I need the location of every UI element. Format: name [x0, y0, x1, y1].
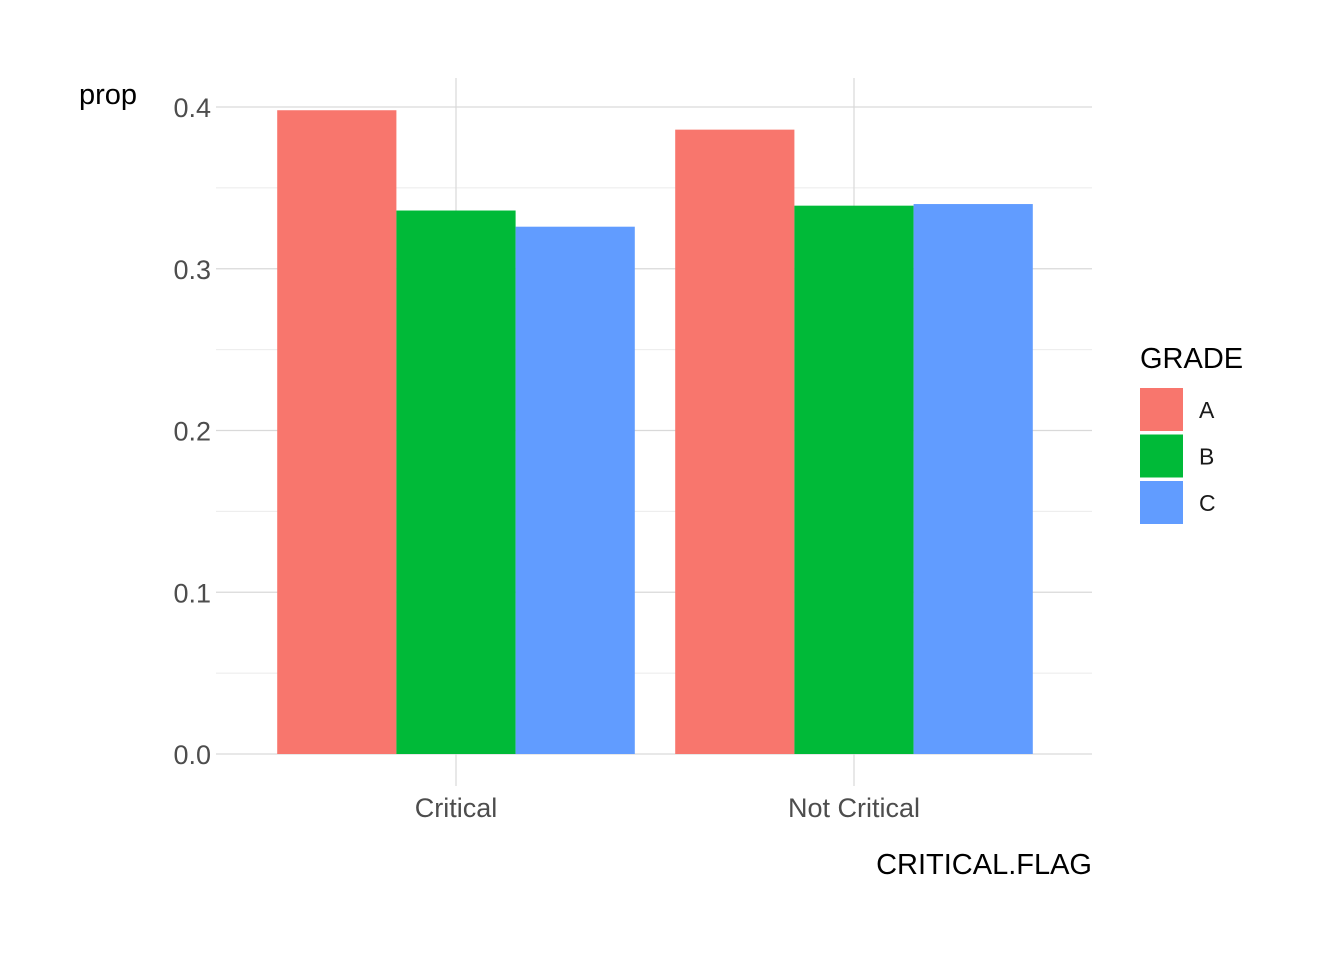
bar-c-not-critical	[913, 204, 1033, 755]
legend-key-a	[1140, 388, 1183, 431]
bar-b-not-critical	[794, 205, 914, 755]
bar-a-not-critical	[675, 129, 795, 754]
legend-key-b	[1140, 434, 1183, 478]
x-tick-label: Not Critical	[788, 793, 920, 823]
legend-label-b: B	[1199, 444, 1214, 470]
x-axis-title: CRITICAL.FLAG	[876, 849, 1092, 881]
legend-items: ABC	[1140, 388, 1216, 524]
legend-title: GRADE	[1140, 343, 1243, 375]
y-tick-label: 0.2	[173, 417, 211, 447]
legend: GRADE ABC	[1140, 343, 1243, 524]
bar-c-critical	[515, 226, 635, 754]
y-tick-label: 0.4	[173, 93, 211, 123]
x-axis-ticks: Critical Not Critical	[415, 793, 920, 823]
bars	[277, 110, 1033, 755]
y-tick-label: 0.0	[173, 740, 211, 770]
legend-label-c: C	[1199, 490, 1216, 516]
y-axis-ticks: 0.0 0.1 0.2 0.3 0.4	[173, 93, 211, 770]
y-axis-title: prop	[79, 79, 137, 111]
bar-b-critical	[396, 210, 516, 754]
legend-key-c	[1140, 481, 1183, 524]
legend-label-a: A	[1199, 397, 1215, 423]
bar-a-critical	[277, 110, 397, 755]
y-tick-label: 0.3	[173, 255, 211, 285]
x-tick-label: Critical	[415, 793, 498, 823]
y-tick-label: 0.1	[173, 578, 211, 608]
